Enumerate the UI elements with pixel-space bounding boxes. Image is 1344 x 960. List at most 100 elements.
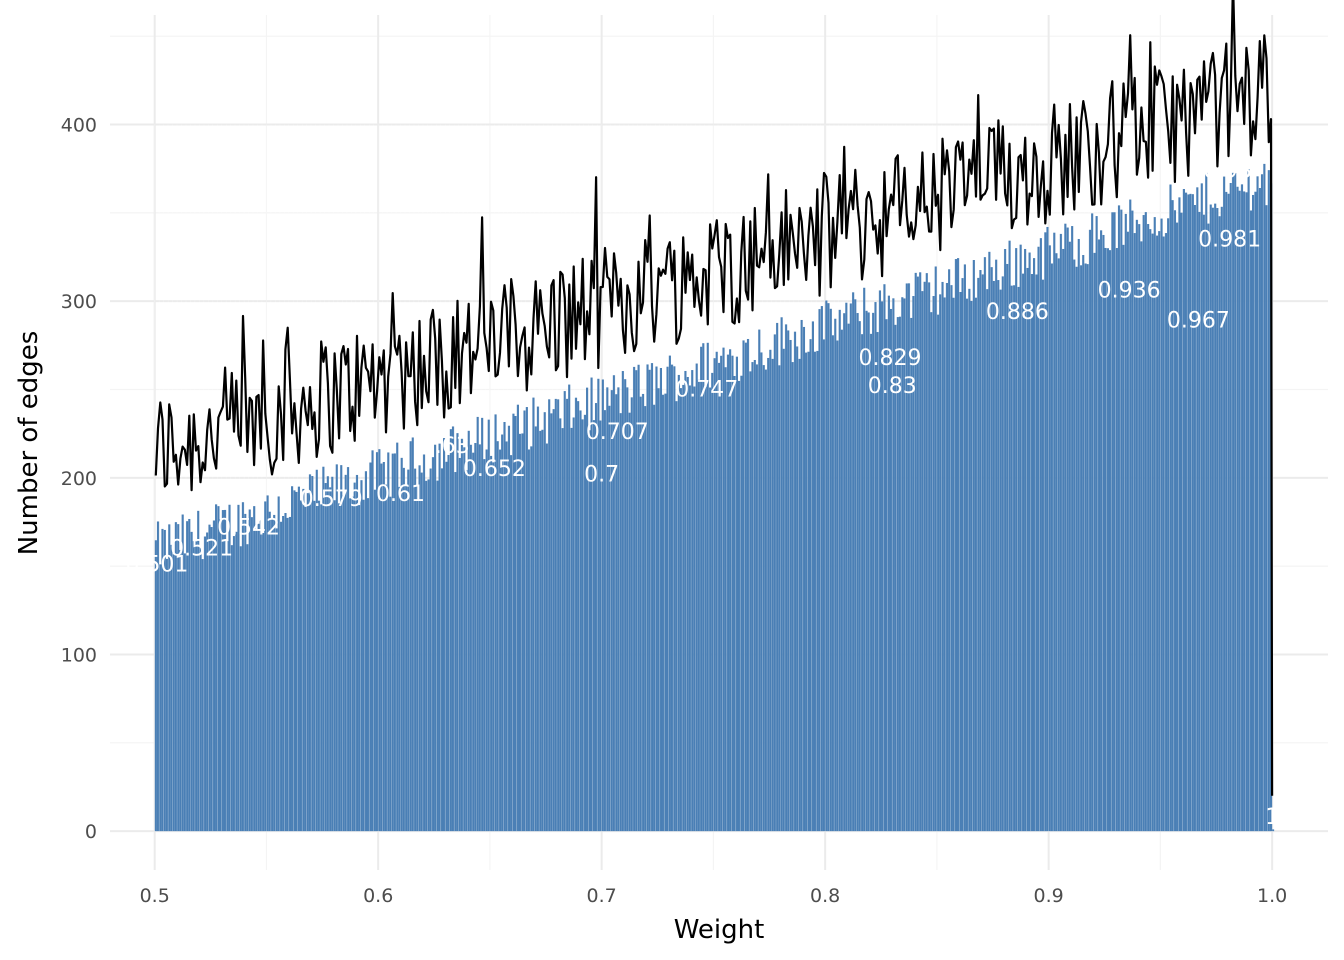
bar: [563, 391, 566, 832]
bar: [416, 484, 419, 832]
bar: [769, 349, 772, 832]
bar: [907, 283, 911, 832]
bar: [876, 332, 879, 832]
bar: [380, 463, 383, 832]
bar: [670, 364, 674, 832]
bar: [574, 397, 578, 832]
bar: [261, 533, 265, 832]
bar: [1162, 236, 1165, 832]
bar: [1207, 223, 1210, 832]
bar: [666, 366, 669, 832]
bar: [974, 297, 978, 832]
bar: [489, 455, 493, 832]
bar: [306, 493, 309, 832]
bar: [1167, 218, 1170, 832]
bar: [297, 486, 300, 832]
bar: [910, 317, 913, 832]
bar: [1030, 274, 1033, 832]
bar: [1144, 212, 1147, 832]
bar: [1015, 248, 1018, 832]
bar: [805, 352, 808, 832]
bar: [460, 438, 464, 832]
bar: [771, 358, 774, 832]
bar: [507, 425, 511, 832]
bar: [726, 354, 730, 832]
bar: [1189, 193, 1192, 832]
bar: [1044, 232, 1047, 832]
bar: [1182, 188, 1185, 832]
bar: [1062, 248, 1065, 832]
bar: [932, 296, 935, 832]
bar: [628, 412, 631, 832]
bar: [954, 259, 958, 832]
bar: [775, 322, 779, 832]
bar: [291, 486, 294, 832]
bar: [820, 306, 823, 832]
bar: [154, 540, 157, 832]
bar: [355, 474, 359, 832]
bar: [503, 421, 506, 832]
bar: [474, 443, 477, 832]
bar: [894, 324, 897, 832]
bar: [892, 298, 895, 832]
bar-value-label: 0.521: [170, 537, 233, 562]
bar-value-label: 0.886: [986, 300, 1049, 325]
bar: [659, 367, 663, 832]
bar: [467, 430, 470, 832]
bar: [244, 513, 247, 832]
x-tick-label: 0.6: [363, 885, 393, 907]
bar: [762, 365, 765, 832]
y-tick-label: 200: [61, 468, 97, 490]
bar: [541, 429, 544, 832]
y-tick-label: 300: [61, 291, 97, 313]
bar: [977, 277, 980, 832]
bar: [523, 410, 526, 832]
bar: [228, 504, 231, 832]
bar: [1243, 191, 1246, 832]
bar: [514, 416, 517, 832]
bar: [641, 393, 645, 832]
bar: [1006, 263, 1009, 832]
bar: [400, 457, 403, 832]
bar: [1075, 266, 1078, 832]
bar-value-label: 0.542: [217, 515, 280, 540]
bar: [223, 509, 227, 832]
bar: [1176, 222, 1179, 832]
bar: [802, 326, 806, 832]
bar: [943, 297, 946, 832]
bar: [746, 338, 750, 832]
bar: [1234, 172, 1237, 832]
bar: [686, 376, 689, 832]
bar: [1100, 230, 1103, 832]
bar: [1140, 241, 1143, 832]
bar: [1120, 209, 1123, 832]
bar: [409, 441, 412, 832]
bar: [981, 274, 984, 832]
bar: [1068, 241, 1071, 832]
bar: [521, 433, 524, 832]
bar: [476, 416, 479, 832]
bar: [668, 355, 671, 832]
bar: [677, 374, 680, 832]
bar: [789, 339, 792, 832]
bar: [1231, 172, 1235, 832]
bar: [706, 342, 709, 832]
bar-value-label: 0.747: [675, 378, 738, 403]
bar: [1113, 212, 1116, 832]
bar: [192, 541, 195, 832]
bar: [959, 292, 962, 832]
bar: [237, 504, 240, 832]
bar: [594, 403, 598, 832]
bar: [331, 476, 334, 832]
bar: [1171, 200, 1174, 832]
bar: [268, 511, 271, 832]
bar: [257, 523, 260, 832]
y-axis-title: Number of edges: [14, 331, 44, 556]
bar: [945, 282, 949, 832]
bar: [878, 290, 882, 832]
x-axis-title: Weight: [674, 915, 765, 945]
bar: [480, 417, 484, 832]
y-tick-label: 100: [61, 644, 97, 666]
bar: [250, 517, 254, 832]
bar: [811, 321, 814, 832]
